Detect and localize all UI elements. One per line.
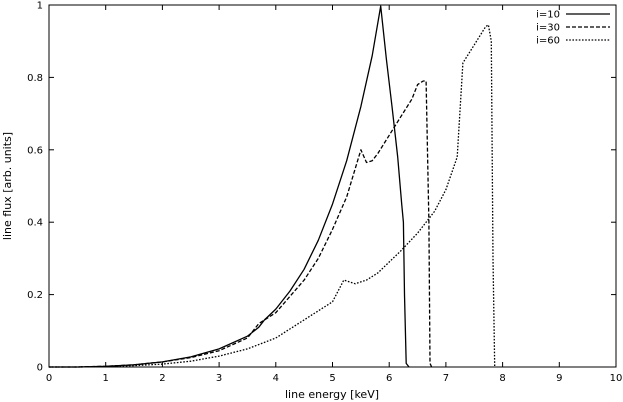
x-tick-label: 6 <box>386 373 392 384</box>
legend-label: i=10 <box>536 10 560 21</box>
y-tick-label: 0.8 <box>27 73 43 84</box>
y-tick-label: 0.6 <box>27 145 43 156</box>
y-tick-label: 0.2 <box>27 290 43 301</box>
x-axis-label: line energy [keV] <box>285 388 379 401</box>
plot-frame <box>48 4 617 368</box>
series-layer <box>49 5 496 368</box>
legend-label: i=60 <box>536 36 560 47</box>
x-tick-label: 9 <box>556 373 562 384</box>
x-tick-label: 4 <box>273 373 279 384</box>
x-tick-label: 1 <box>103 373 109 384</box>
y-axis-ticks: 0 0.2 0.4 0.6 0.8 1 <box>27 1 616 374</box>
x-tick-label: 3 <box>216 373 222 384</box>
y-tick-label: 1 <box>37 1 43 12</box>
series-line-i-60 <box>49 24 496 368</box>
y-tick-label: 0.4 <box>27 218 43 229</box>
x-tick-label: 7 <box>443 373 449 384</box>
series-line-i-30 <box>49 80 433 368</box>
x-tick-label: 0 <box>46 373 52 384</box>
y-axis-label: line flux [arb. units] <box>1 132 14 240</box>
legend: i=10 i=30 i=60 <box>536 10 610 47</box>
x-tick-label: 8 <box>499 373 505 384</box>
x-axis-ticks: 0 1 2 3 4 5 6 7 8 9 10 <box>46 5 623 384</box>
y-tick-label: 0 <box>37 363 43 374</box>
series-line-i-10 <box>49 5 410 368</box>
x-tick-label: 10 <box>610 373 623 384</box>
x-tick-label: 2 <box>159 373 165 384</box>
legend-label: i=30 <box>536 23 560 34</box>
x-tick-label: 5 <box>329 373 335 384</box>
